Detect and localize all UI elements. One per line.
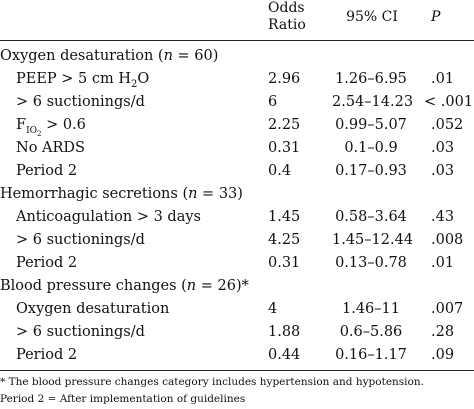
odds-ratio-cell: 1.45 [268,209,301,225]
ci-cell: 0.58–3.64 [335,209,407,225]
odds-ratio-cell: 0.31 [268,140,301,156]
header-rule [0,40,474,41]
footer-rule [0,370,474,371]
p-cell: .28 [431,324,455,340]
row-label: Period 2 [16,255,78,271]
p-cell: .43 [431,209,455,225]
row-label: Period 2 [16,163,78,179]
p-cell: .01 [431,71,455,87]
row-label: PEEP > 5 cm H2O [16,71,150,90]
table-row: > 6 suctionings/d 1.88 0.6–5.86 .28 [0,321,474,344]
footnote-1: * The blood pressure changes category in… [0,376,424,388]
odds-ratio-cell: 0.44 [268,347,301,363]
table-row: > 6 suctionings/d 4.25 1.45–12.44 .008 [0,229,474,252]
table-row: PEEP > 5 cm H2O 2.96 1.26–6.95 .01 [0,68,474,91]
row-label: Hemorrhagic secretions (n = 33) [0,186,243,202]
header-ci: 95% CI [346,9,398,25]
table-row: Oxygen desaturation (n = 60) [0,45,474,68]
p-cell: < .001 [424,94,474,110]
row-label: Oxygen desaturation [16,301,170,317]
odds-ratio-cell: 0.4 [268,163,292,179]
p-cell: .03 [431,163,455,179]
odds-ratio-cell: 0.31 [268,255,301,271]
odds-ratio-cell: 1.88 [268,324,301,340]
row-label: > 6 suctionings/d [16,94,145,110]
table-row: FIO2 > 0.6 2.25 0.99–5.07 .052 [0,114,474,138]
p-cell: .008 [431,232,464,248]
table-row: Period 2 0.44 0.16–1.17 .09 [0,344,474,367]
table-row: No ARDS 0.31 0.1–0.9 .03 [0,137,474,160]
table-row: > 6 suctionings/d 6 2.54–14.23 < .001 [0,91,474,114]
p-cell: .09 [431,347,455,363]
odds-ratio-cell: 4.25 [268,232,301,248]
odds-ratio-cell: 6 [268,94,278,110]
ci-cell: 2.54–14.23 [332,94,414,110]
row-label: Blood pressure changes (n = 26)* [0,278,249,294]
row-label: Period 2 [16,347,78,363]
ci-cell: 0.99–5.07 [335,117,407,133]
p-cell: .03 [431,140,455,156]
table-row: Hemorrhagic secretions (n = 33) [0,183,474,206]
table-row: Period 2 0.31 0.13–0.78 .01 [0,252,474,275]
row-label: Oxygen desaturation (n = 60) [0,48,219,64]
header-odds-ratio-line1: Odds [268,0,305,16]
odds-ratio-cell: 2.96 [268,71,301,87]
odds-ratio-cell: 4 [268,301,278,317]
ci-cell: 0.16–1.17 [335,347,407,363]
ci-cell: 0.1–0.9 [344,140,398,156]
ci-cell: 0.6–5.86 [339,324,403,340]
header-odds-ratio-line2: Ratio [268,17,306,33]
ci-cell: 1.26–6.95 [335,71,407,87]
header-p: P [431,9,441,25]
ci-cell: 1.46–11 [342,301,400,317]
ci-cell: 1.45–12.44 [332,232,414,248]
row-label: > 6 suctionings/d [16,232,145,248]
table-row: Blood pressure changes (n = 26)* [0,275,474,298]
row-label: FIO2 > 0.6 [16,117,86,138]
ci-cell: 0.13–0.78 [335,255,407,271]
row-label: Anticoagulation > 3 days [16,209,201,225]
p-cell: .007 [431,301,464,317]
row-label: No ARDS [16,140,85,156]
table-row: Oxygen desaturation 4 1.46–11 .007 [0,298,474,321]
row-label: > 6 suctionings/d [16,324,145,340]
header-odds-ratio: Odds Ratio [268,0,306,34]
ci-cell: 0.17–0.93 [335,163,407,179]
p-cell: .052 [431,117,464,133]
footnote-2: Period 2 = After implementation of guide… [0,393,246,405]
odds-ratio-cell: 2.25 [268,117,301,133]
p-cell: .01 [431,255,455,271]
table-row: Period 2 0.4 0.17–0.93 .03 [0,160,474,183]
table-row: Anticoagulation > 3 days 1.45 0.58–3.64 … [0,206,474,229]
